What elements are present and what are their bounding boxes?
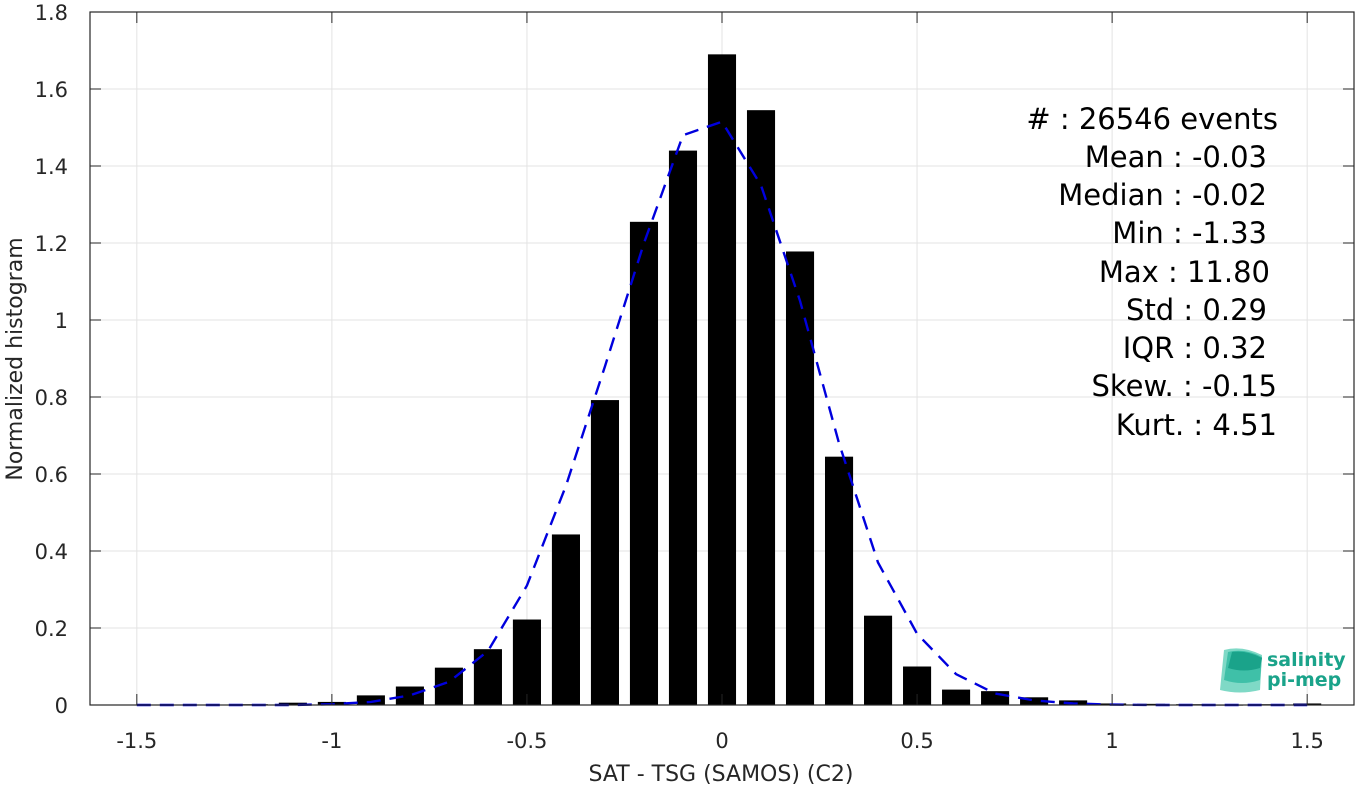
- histogram-bar: [512, 619, 541, 705]
- y-tick-label: 0.2: [35, 617, 68, 641]
- histogram-bar: [668, 150, 698, 706]
- histogram-bar: [707, 54, 737, 706]
- histogram-bar: [746, 110, 776, 706]
- stat-std: Std : 0.29: [1126, 293, 1267, 327]
- histogram-bar: [551, 534, 580, 705]
- x-tick-label: 1: [1105, 729, 1118, 753]
- y-axis-label: Normalized histogram: [3, 237, 28, 480]
- stat-median: Median : -0.02: [1058, 178, 1267, 212]
- stat-skew: Skew. : -0.15: [1091, 369, 1277, 403]
- histogram-bar: [395, 686, 424, 705]
- wave-logo-icon: [1220, 648, 1262, 693]
- histogram-bars: [239, 54, 1322, 706]
- stats-annotation: # : 26546 events Mean : -0.03 Median : -…: [1026, 102, 1278, 442]
- stat-max: Max : 11.80: [1099, 255, 1270, 289]
- histogram-bar: [981, 691, 1010, 705]
- histogram-bar: [278, 702, 307, 705]
- histogram-bar: [785, 251, 815, 705]
- x-tick-label: 0: [715, 729, 728, 753]
- y-tick-label: 0.6: [35, 463, 68, 487]
- x-axis-label: SAT - TSG (SAMOS) (C2): [589, 762, 854, 785]
- histogram-bar: [864, 615, 893, 705]
- stat-iqr: IQR : 0.32: [1123, 331, 1267, 365]
- logo-line1: salinity: [1267, 649, 1346, 671]
- x-tick-label: -1: [321, 729, 342, 753]
- axes: [89, 11, 1355, 706]
- salinity-pi-mep-logo: salinity pi-mep: [1220, 648, 1346, 693]
- x-tick-label: -1.5: [116, 729, 157, 753]
- stat-min: Min : -1.33: [1112, 216, 1267, 250]
- histogram-bar: [824, 456, 854, 705]
- y-tick-label: 1.6: [35, 78, 68, 102]
- stat-mean: Mean : -0.03: [1085, 140, 1267, 174]
- histogram-bar: [629, 221, 659, 705]
- x-tick-label: 1.5: [1290, 729, 1323, 753]
- y-tick-label: 1.4: [35, 155, 68, 179]
- y-tick-label: 1.2: [35, 232, 68, 256]
- logo-line2: pi-mep: [1267, 669, 1341, 691]
- y-tick-label: 0.8: [35, 386, 68, 410]
- y-tick-label: 1: [55, 309, 68, 333]
- stat-events: # : 26546 events: [1026, 102, 1278, 136]
- y-tick-labels: 0 0.2 0.4 0.6 0.8 1 1.2 1.4 1.6 1.8: [35, 1, 68, 718]
- histogram-bar: [590, 400, 620, 705]
- y-tick-label: 0.4: [35, 540, 68, 564]
- y-tick-label: 0: [55, 694, 68, 718]
- y-tick-label: 1.8: [35, 1, 68, 25]
- x-tick-label: 0.5: [900, 729, 933, 753]
- histogram-bar: [942, 689, 971, 705]
- histogram-bar: [356, 695, 385, 705]
- x-tick-labels: -1.5 -1 -0.5 0 0.5 1 1.5: [116, 729, 1324, 753]
- histogram-bar: [1020, 697, 1049, 705]
- x-tick-label: -0.5: [506, 729, 547, 753]
- stat-kurt: Kurt. : 4.51: [1116, 408, 1277, 442]
